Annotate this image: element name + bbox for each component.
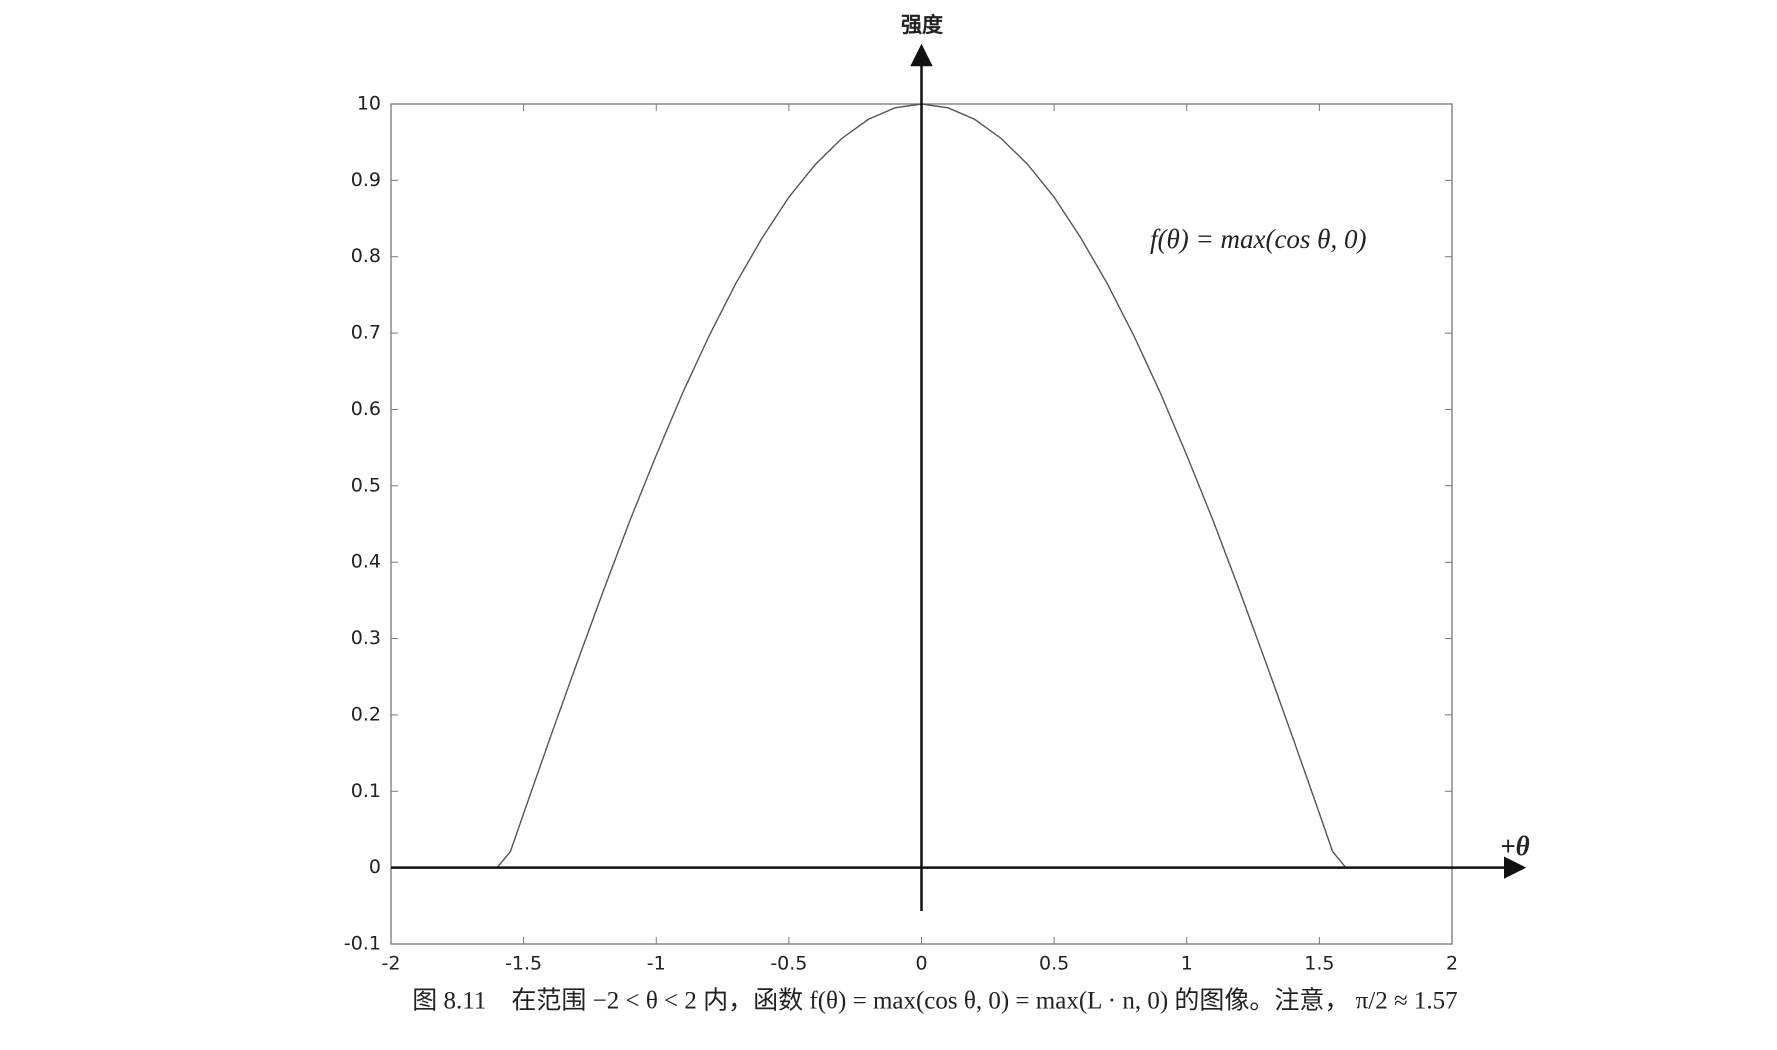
y-tick-label: 10: [357, 93, 381, 115]
y-tick-label: 0.6: [351, 398, 381, 420]
y-axis-label: 强度: [901, 13, 943, 37]
y-tick-label: 0.1: [351, 780, 381, 802]
x-axis-label: +θ: [1500, 831, 1529, 861]
y-tick-label: 0.2: [351, 703, 381, 725]
y-tick-label: 0.9: [351, 169, 381, 191]
x-tick-label: -1: [647, 953, 666, 975]
annotation: f(θ) = max(cos θ, 0): [1150, 224, 1366, 254]
x-tick-label: 1: [1181, 953, 1193, 975]
x-tick-label: 0.5: [1039, 953, 1069, 975]
x-tick-label: -1.5: [505, 953, 542, 975]
x-tick-label: 1.5: [1304, 953, 1334, 975]
y-tick-label: -0.1: [344, 933, 381, 955]
caption: 图 8.11 在范围 −2 < θ < 2 内，函数 f(θ) = max(co…: [412, 987, 1457, 1015]
y-tick-label: 0.4: [351, 551, 381, 573]
x-tick-label: -0.5: [770, 953, 807, 975]
x-tick-label: 2: [1446, 953, 1458, 975]
y-tick-label: 0.7: [351, 322, 381, 344]
x-tick-label: -2: [382, 953, 401, 975]
y-tick-label: 0.3: [351, 627, 381, 649]
y-tick-label: 0.5: [351, 474, 381, 496]
x-tick-label: 0: [915, 953, 927, 975]
y-tick-label: 0: [369, 856, 381, 878]
y-tick-label: 0.8: [351, 245, 381, 267]
